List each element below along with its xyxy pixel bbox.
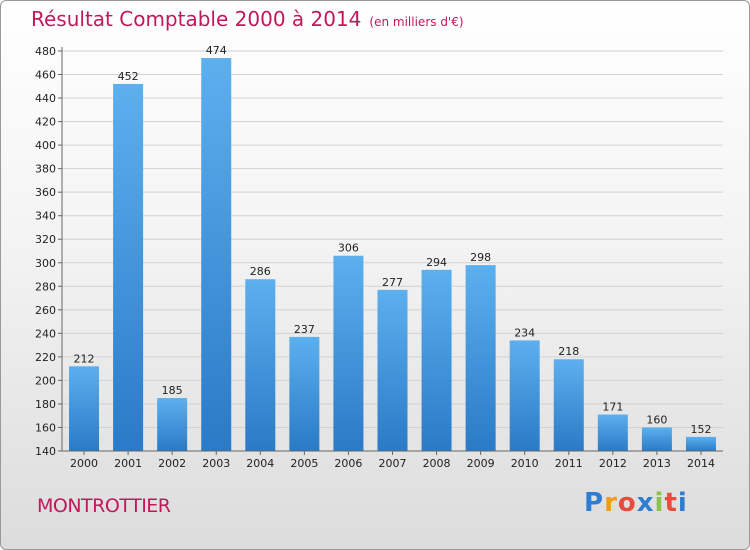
- x-tick-label: 2007: [379, 457, 407, 470]
- logo-letter: r: [604, 488, 618, 518]
- x-tick-label: 2012: [599, 457, 627, 470]
- y-tick-label: 460: [35, 69, 56, 82]
- y-tick-label: 280: [35, 280, 56, 293]
- bar-value-label: 234: [514, 326, 535, 339]
- y-tick-label: 160: [35, 421, 56, 434]
- bar[interactable]: [641, 427, 672, 451]
- bar[interactable]: [157, 398, 188, 451]
- bar[interactable]: [201, 58, 232, 451]
- bars-group: [69, 58, 716, 452]
- logo-letter: x: [636, 488, 655, 518]
- bar[interactable]: [289, 336, 320, 451]
- bar-value-label: 218: [558, 345, 579, 358]
- y-tick-label: 480: [35, 45, 56, 58]
- bar-value-label: 237: [294, 323, 315, 336]
- y-tick-label: 340: [35, 210, 56, 223]
- y-tick-label: 220: [35, 351, 56, 364]
- bar-value-label: 171: [602, 401, 623, 414]
- bar[interactable]: [465, 265, 496, 451]
- chart-title-block: Résultat Comptable 2000 à 2014 (en millie…: [31, 7, 464, 31]
- y-tick-label: 200: [35, 374, 56, 387]
- logo-letter: P: [584, 488, 605, 518]
- bar[interactable]: [245, 279, 276, 451]
- bar-value-label: 298: [470, 251, 491, 264]
- bar-value-label: 212: [74, 352, 95, 365]
- bar[interactable]: [685, 436, 716, 451]
- x-tick-label: 2006: [334, 457, 362, 470]
- chart-subtitle: (en milliers d'€): [369, 15, 464, 29]
- y-tick-label: 180: [35, 398, 56, 411]
- bar-value-label: 185: [162, 384, 183, 397]
- bar-value-label: 277: [382, 276, 403, 289]
- bar[interactable]: [113, 83, 144, 452]
- bar-value-label: 152: [690, 423, 711, 436]
- y-tick-label: 360: [35, 186, 56, 199]
- bar-value-label: 452: [118, 70, 139, 83]
- x-tick-label: 2003: [202, 457, 230, 470]
- x-tick-label: 2001: [114, 457, 142, 470]
- bar[interactable]: [553, 359, 584, 451]
- axes-group: [58, 47, 723, 455]
- logo-letter: i: [654, 488, 665, 518]
- bar[interactable]: [377, 289, 408, 451]
- y-tick-label: 140: [35, 445, 56, 458]
- x-tick-label: 2002: [158, 457, 186, 470]
- y-tick-label: 420: [35, 116, 56, 129]
- x-tick-label: 2011: [555, 457, 583, 470]
- bar-value-label: 474: [206, 44, 227, 57]
- x-tick-label: 2013: [643, 457, 671, 470]
- chart-title: Résultat Comptable 2000 à 2014: [31, 7, 362, 31]
- x-tick-label: 2014: [687, 457, 715, 470]
- proxiti-logo[interactable]: Proxiti: [584, 488, 688, 518]
- y-tick-label: 260: [35, 304, 56, 317]
- x-tick-label: 2005: [290, 457, 318, 470]
- bar-value-label: 306: [338, 242, 359, 255]
- bar[interactable]: [421, 269, 452, 451]
- y-tick-label: 400: [35, 139, 56, 152]
- y-tick-label: 300: [35, 257, 56, 270]
- x-tick-label: 2010: [511, 457, 539, 470]
- logo-letter: o: [617, 488, 637, 518]
- labels-group: 140 160 180 200 220 240 260 280 300 320 340 360 380 4…: [35, 44, 715, 470]
- location-name: MONTROTTIER: [37, 495, 171, 517]
- y-tick-label: 320: [35, 233, 56, 246]
- x-tick-label: 2004: [246, 457, 274, 470]
- x-tick-label: 2000: [70, 457, 98, 470]
- logo-letter: i: [677, 488, 688, 518]
- x-tick-label: 2008: [423, 457, 451, 470]
- bar[interactable]: [509, 340, 540, 451]
- bar[interactable]: [333, 255, 364, 451]
- y-tick-label: 380: [35, 163, 56, 176]
- y-tick-label: 440: [35, 92, 56, 105]
- bar-value-label: 160: [646, 413, 667, 426]
- bar[interactable]: [69, 366, 100, 451]
- logo-letter: t: [664, 488, 678, 518]
- y-tick-label: 240: [35, 327, 56, 340]
- bar-value-label: 286: [250, 265, 271, 278]
- bar-value-label: 294: [426, 256, 447, 269]
- bar[interactable]: [597, 414, 628, 451]
- x-tick-label: 2009: [467, 457, 495, 470]
